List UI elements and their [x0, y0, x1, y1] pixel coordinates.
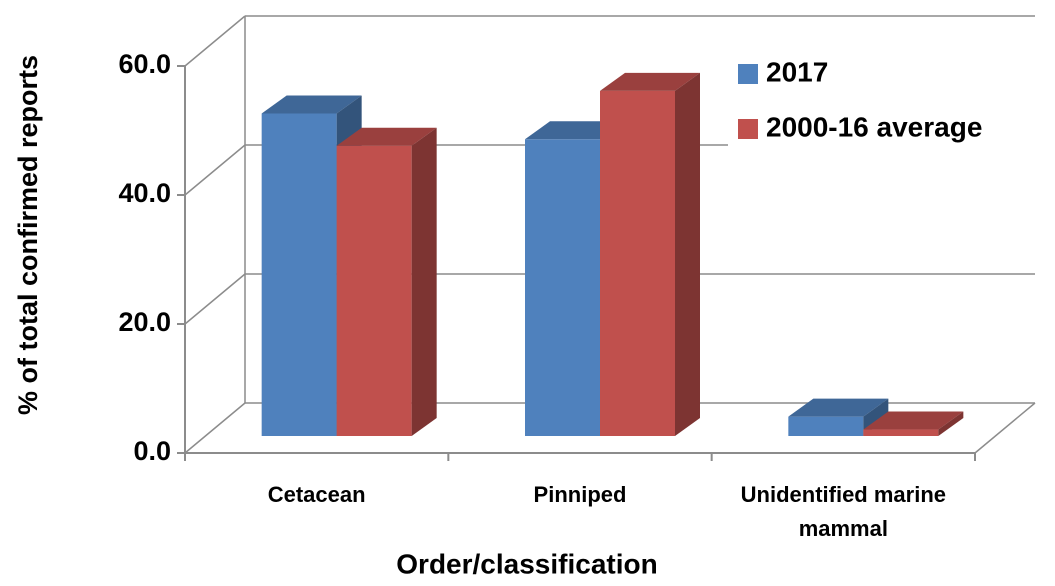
y-tick-label: 20.0 [118, 307, 171, 337]
x-axis-title: Order/classification [396, 548, 657, 579]
legend-label: 2000-16 average [766, 111, 982, 142]
legend-label: 2017 [766, 56, 828, 87]
legend: 2017 2000-16 average [728, 40, 1055, 160]
y-axis-title: % of total confirmed reports [13, 55, 43, 415]
x-tick-label: Pinniped [533, 482, 627, 507]
grid-line [184, 144, 246, 196]
bar [600, 90, 675, 437]
bar [863, 429, 939, 436]
bar-top [600, 72, 700, 91]
bar-top [788, 398, 889, 417]
legend-swatch [738, 119, 758, 139]
y-tick-label: 0.0 [133, 436, 171, 466]
bar-top [863, 411, 964, 430]
grid-line [184, 273, 246, 325]
bar-top [261, 95, 362, 114]
bar-side [411, 127, 437, 436]
grid-line [184, 402, 246, 454]
bar-side [938, 411, 964, 436]
x-tick-label: Unidentified marine mammal [740, 482, 946, 541]
y-tick-label: 60.0 [118, 49, 171, 79]
legend-bg [728, 40, 1055, 160]
bar [261, 113, 337, 436]
x-tick-label: Cetacean [267, 482, 366, 507]
bar [336, 145, 412, 436]
grid-line [184, 15, 246, 67]
bar-side [675, 72, 700, 437]
floor-edge [974, 402, 1036, 454]
y-tick-label: 40.0 [118, 178, 171, 208]
bar-top [336, 127, 437, 146]
bar [788, 416, 864, 436]
bar [525, 139, 600, 437]
legend-swatch [738, 64, 758, 84]
